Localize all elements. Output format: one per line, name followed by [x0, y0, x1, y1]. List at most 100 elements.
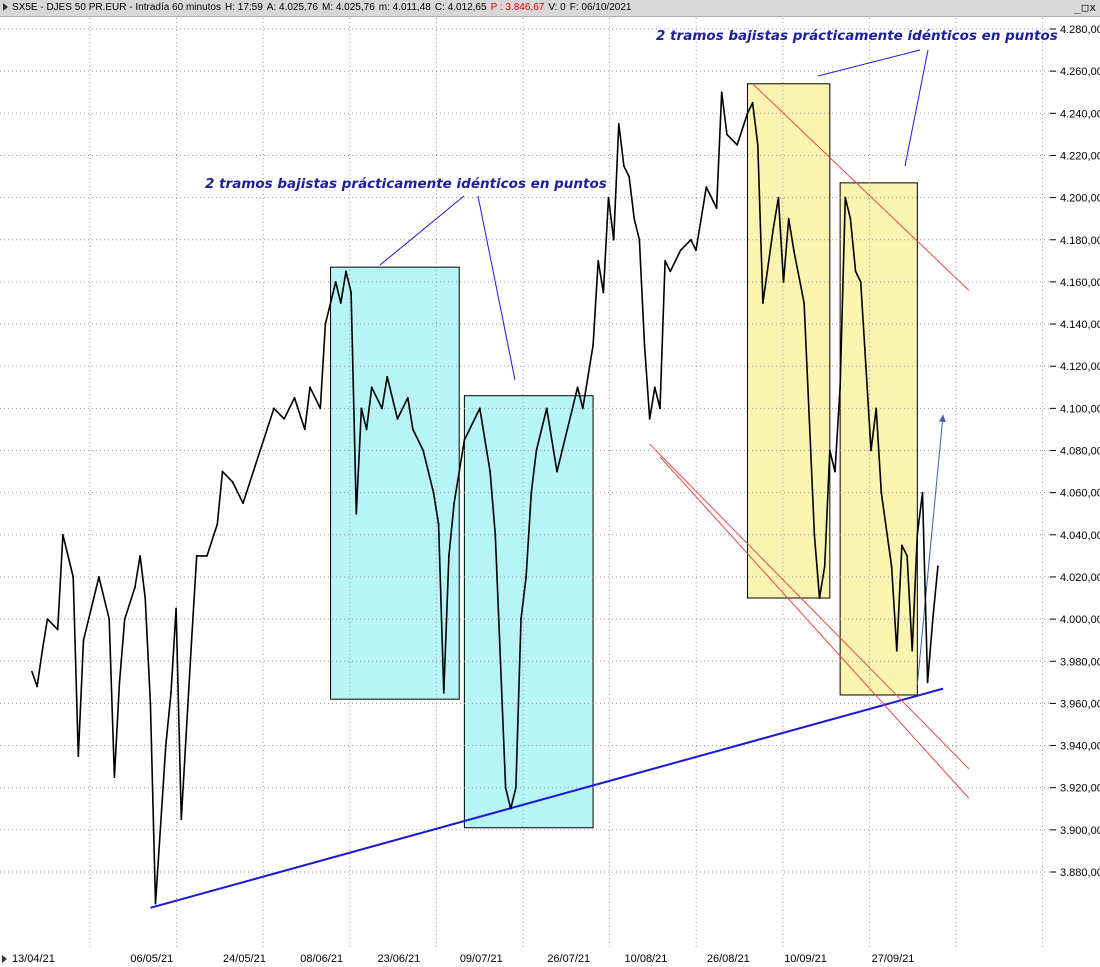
price-point: [283, 417, 286, 420]
price-point: [72, 576, 75, 578]
red-channel-line-2: [649, 443, 970, 770]
y-tick-label: 4.220,00: [1060, 150, 1100, 162]
price-point: [144, 597, 147, 599]
projection-arrow-head: [938, 414, 946, 423]
price-point: [720, 91, 723, 94]
annotation-pointer-4: [904, 49, 929, 167]
price-point: [597, 259, 600, 262]
price-point: [612, 238, 615, 241]
price-point: [242, 502, 244, 505]
x-tick-label: 13/04/21: [12, 953, 55, 965]
price-point: [751, 101, 754, 104]
menu-arrow-icon[interactable]: [3, 3, 8, 12]
price-point: [607, 196, 610, 199]
y-tick-label: 3.900,00: [1060, 825, 1100, 837]
price-point: [664, 259, 667, 262]
price-point: [303, 428, 306, 431]
close-value: C: 4.012,65: [434, 2, 487, 13]
price-point: [118, 681, 121, 684]
price-point: [175, 607, 178, 610]
price-point: [386, 375, 389, 378]
price-point: [324, 323, 327, 325]
x-tick-label: 06/05/21: [130, 953, 173, 965]
price-point: [494, 533, 497, 536]
price-point: [875, 407, 878, 410]
price-point: [916, 533, 919, 536]
price-point: [689, 238, 692, 241]
price-point: [890, 565, 893, 568]
price-point: [911, 649, 914, 652]
minimize-button[interactable]: _: [1074, 1, 1081, 14]
y-tick-label: 4.100,00: [1060, 403, 1100, 415]
price-point: [412, 428, 414, 431]
price-point: [190, 639, 193, 642]
y-tick-label: 4.020,00: [1060, 572, 1100, 584]
price-point: [736, 144, 739, 146]
annotation-pointer-3: [817, 49, 921, 77]
support-trendline: [150, 687, 944, 909]
yellow-box-1: [746, 83, 831, 599]
price-point: [695, 249, 697, 252]
price-point: [41, 649, 44, 652]
price-point: [746, 112, 749, 115]
y-tick-label: 4.160,00: [1060, 277, 1100, 289]
price-value: P : 3.846,67: [490, 2, 545, 13]
price-point: [31, 670, 33, 673]
price-point: [679, 249, 682, 252]
price-point: [844, 196, 847, 199]
y-axis: 3.880,00 3.900,00 3.920,00 3.940,00 3.960,00…: [1050, 24, 1100, 879]
maximize-button[interactable]: □: [1081, 1, 1089, 14]
price-point: [839, 386, 842, 389]
price-point: [762, 302, 764, 304]
price-point: [123, 618, 126, 620]
price-point: [803, 302, 806, 304]
y-tick-label: 4.260,00: [1060, 66, 1100, 78]
x-tick-label: 27/09/21: [872, 953, 915, 965]
price-point: [653, 386, 656, 389]
price-point: [530, 491, 533, 494]
price-point: [319, 407, 322, 410]
y-tick-label: 4.080,00: [1060, 446, 1100, 458]
price-point: [628, 175, 630, 178]
price-point: [901, 544, 903, 547]
min-value: m: 4.011,48: [378, 2, 431, 13]
chart-grid: [0, 18, 1052, 948]
x-tick-label: 10/08/21: [625, 953, 668, 965]
date-value: F: 06/10/2021: [569, 2, 632, 13]
price-point: [98, 576, 100, 578]
open-value: A: 4.025,76: [266, 2, 318, 13]
annotation-pointer-1: [379, 195, 465, 266]
scroll-arrow-icon[interactable]: [2, 955, 7, 963]
price-point: [134, 586, 136, 589]
y-tick-label: 4.140,00: [1060, 319, 1100, 331]
price-point: [231, 481, 234, 484]
volume-value: V: 0: [548, 2, 566, 13]
price-point: [849, 217, 852, 220]
price-point: [931, 618, 934, 620]
price-point: [725, 133, 728, 136]
price-point: [535, 449, 538, 452]
price-point: [108, 618, 111, 620]
close-button[interactable]: x: [1089, 1, 1096, 14]
y-tick-label: 4.060,00: [1060, 488, 1100, 500]
price-point: [617, 122, 620, 125]
x-tick-label: 09/07/21: [460, 953, 503, 965]
price-point: [293, 396, 296, 399]
price-point: [834, 470, 836, 473]
price-point: [478, 407, 481, 410]
price-point: [509, 807, 512, 810]
price-point: [854, 270, 857, 273]
overlay-boxes: [330, 83, 918, 829]
price-point: [334, 281, 337, 283]
x-tick-label: 10/09/21: [784, 953, 827, 965]
chart-title-bar: SX5E - DJES 50 PR.EUR - Intradía 60 minu…: [0, 0, 1100, 17]
price-point: [705, 186, 708, 188]
annotation-text-2: 2 tramos bajistas prácticamente idéntico…: [656, 28, 1058, 44]
price-point: [355, 512, 358, 515]
price-point: [273, 407, 275, 410]
price-point: [463, 439, 466, 441]
price-point: [77, 755, 80, 757]
price-point: [61, 533, 64, 536]
y-tick-label: 4.280,00: [1060, 24, 1100, 36]
